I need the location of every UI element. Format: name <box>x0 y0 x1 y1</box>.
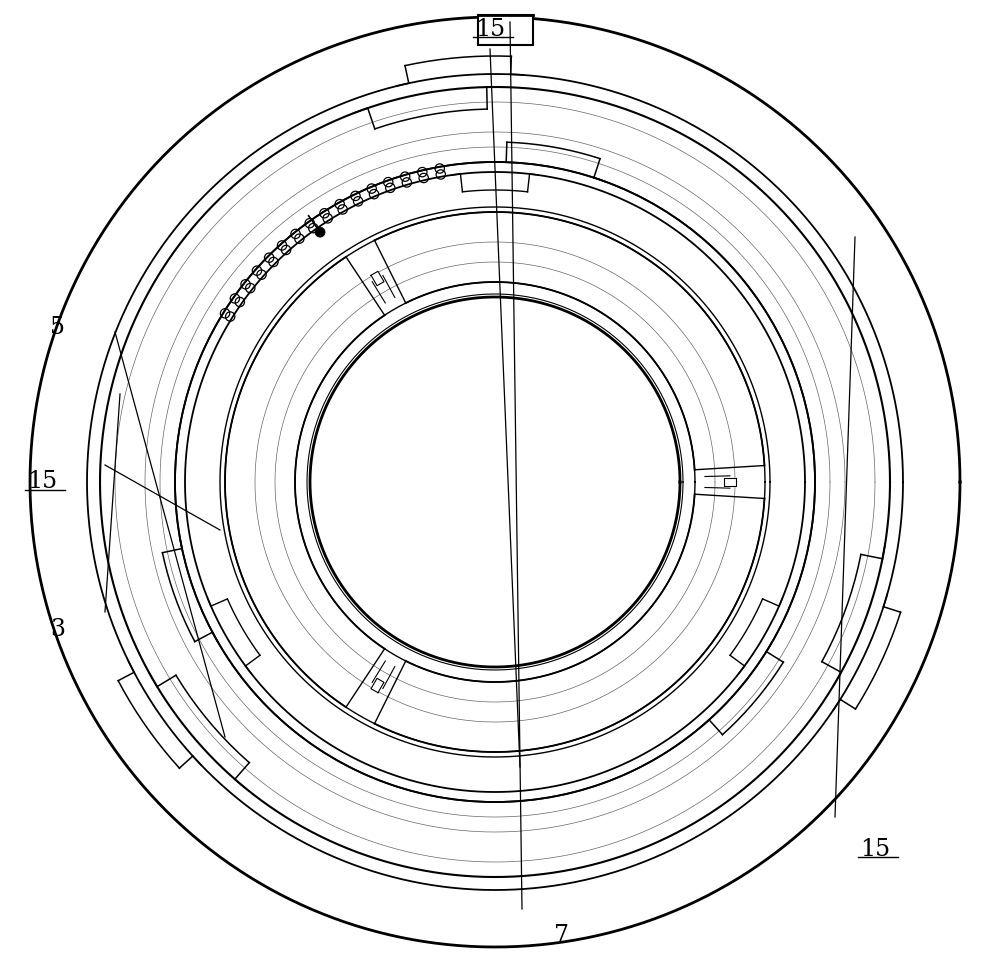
Polygon shape <box>371 678 384 693</box>
Circle shape <box>177 164 813 800</box>
Polygon shape <box>371 272 384 285</box>
Circle shape <box>315 228 325 237</box>
Text: 15: 15 <box>27 471 57 493</box>
Text: 15: 15 <box>475 18 505 40</box>
Polygon shape <box>724 478 736 486</box>
Text: 15: 15 <box>860 837 890 861</box>
Text: 5: 5 <box>50 316 66 338</box>
Text: 7: 7 <box>554 923 570 947</box>
Bar <box>478 15 532 45</box>
Text: 3: 3 <box>50 617 66 641</box>
